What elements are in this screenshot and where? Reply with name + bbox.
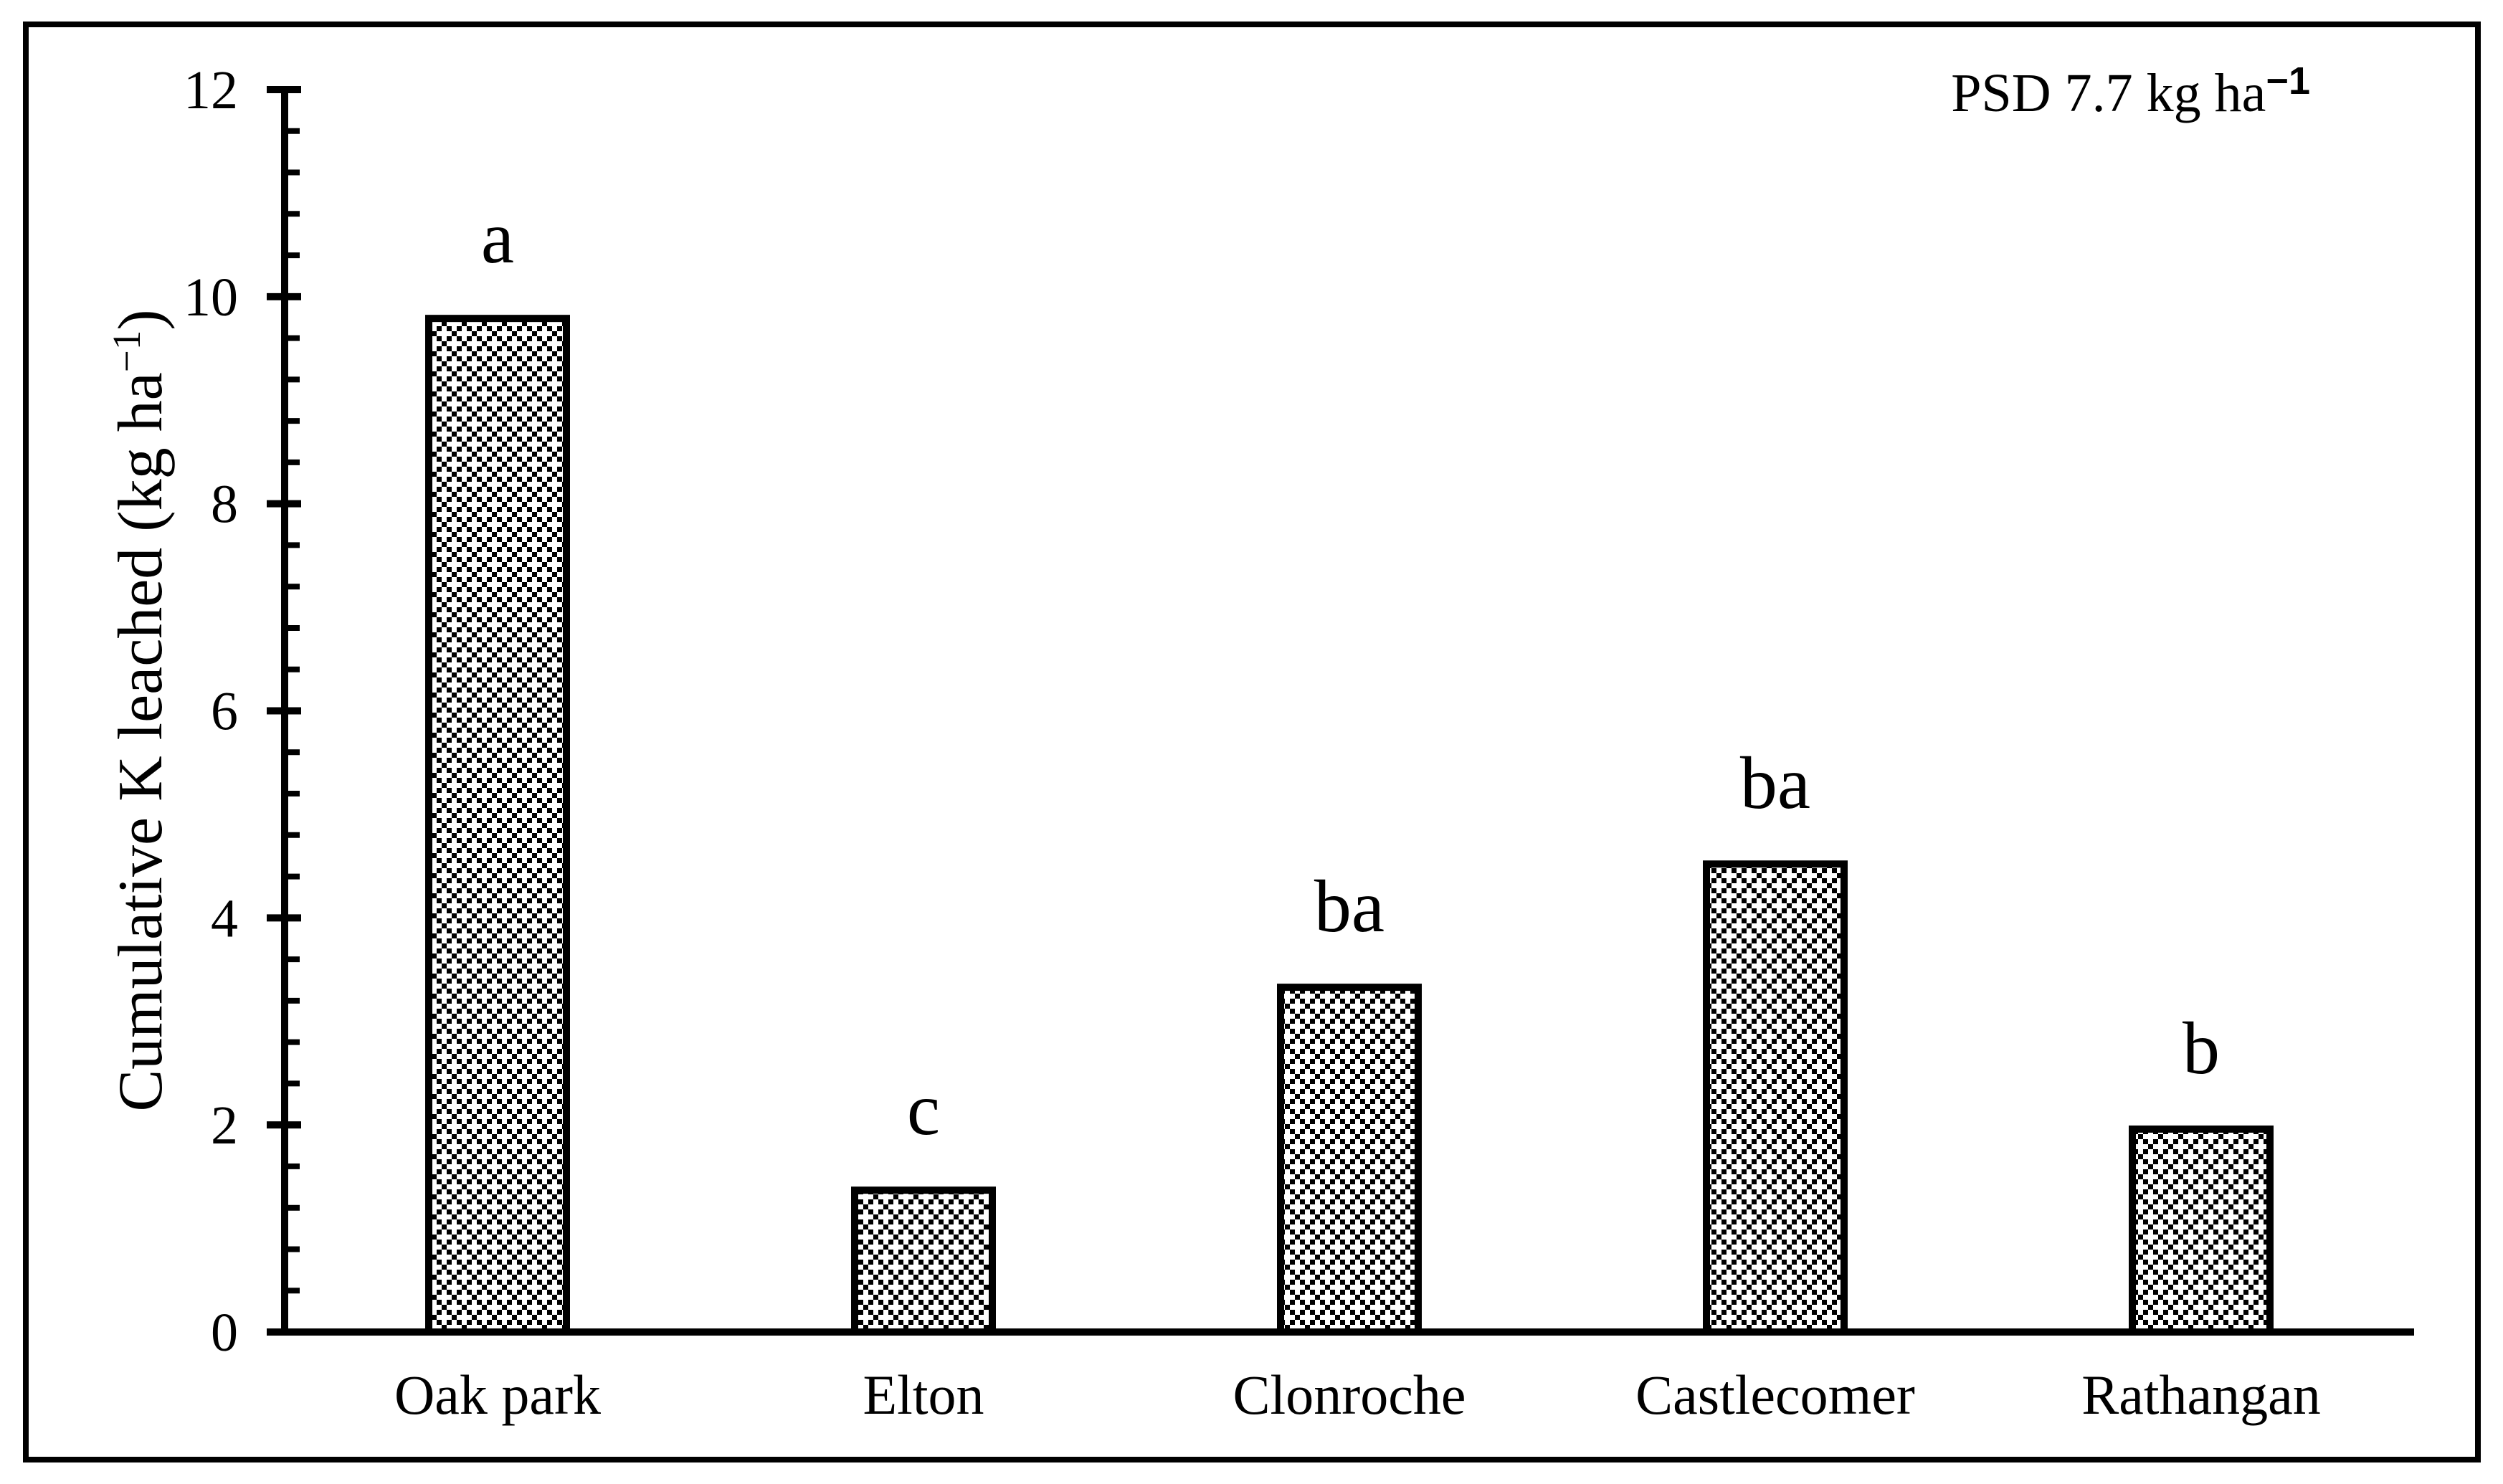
significance-letter-elton: c bbox=[907, 1068, 940, 1151]
y-axis-title-superscript: −1 bbox=[105, 330, 148, 373]
bar-elton bbox=[851, 1186, 996, 1336]
y-tick-label-0: 0 bbox=[211, 1303, 238, 1363]
y-tick-label-12: 12 bbox=[184, 60, 238, 120]
y-tick-label-4: 4 bbox=[211, 888, 238, 948]
bar-clonroche bbox=[1277, 984, 1422, 1336]
psd-annotation-superscript: −1 bbox=[2266, 60, 2310, 103]
y-tick-label-6: 6 bbox=[211, 682, 238, 742]
bar-rathangan bbox=[2129, 1125, 2274, 1336]
y-axis-title-main: Cumulative K leached (kg ha bbox=[106, 372, 176, 1111]
psd-annotation: PSD 7.7 kg ha−1 bbox=[1951, 60, 2310, 123]
category-label-elton: Elton bbox=[863, 1364, 984, 1426]
significance-letter-castlecomer: ba bbox=[1740, 742, 1810, 824]
category-label-oak-park: Oak park bbox=[394, 1364, 601, 1426]
significance-letter-rathangan: b bbox=[2183, 1007, 2220, 1090]
category-label-clonroche: Clonroche bbox=[1233, 1364, 1466, 1426]
bar-oak-park bbox=[425, 315, 570, 1336]
y-axis-title: Cumulative K leached (kg ha−1) bbox=[105, 309, 176, 1111]
psd-annotation-main: PSD 7.7 kg ha bbox=[1951, 63, 2266, 123]
y-tick-label-2: 2 bbox=[211, 1095, 238, 1156]
figure-border bbox=[23, 22, 2481, 1462]
significance-letter-oak-park: a bbox=[481, 196, 514, 279]
significance-letter-clonroche: ba bbox=[1314, 865, 1385, 948]
y-tick-label-8: 8 bbox=[211, 475, 238, 535]
y-axis-title-close: ) bbox=[106, 309, 176, 330]
bar-castlecomer bbox=[1703, 860, 1848, 1336]
category-label-rathangan: Rathangan bbox=[2081, 1364, 2321, 1426]
y-tick-label-10: 10 bbox=[184, 267, 238, 328]
category-label-castlecomer: Castlecomer bbox=[1635, 1364, 1915, 1426]
